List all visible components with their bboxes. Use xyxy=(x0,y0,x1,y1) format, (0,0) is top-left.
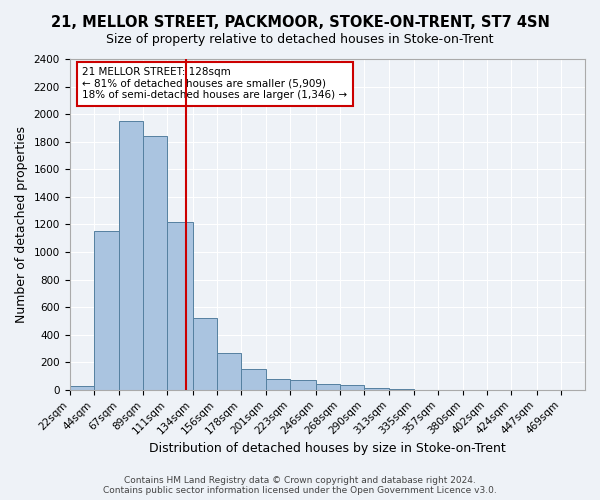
Text: Size of property relative to detached houses in Stoke-on-Trent: Size of property relative to detached ho… xyxy=(106,32,494,46)
Y-axis label: Number of detached properties: Number of detached properties xyxy=(15,126,28,323)
Bar xyxy=(241,369,266,390)
Bar xyxy=(143,136,167,390)
Text: 21 MELLOR STREET: 128sqm
← 81% of detached houses are smaller (5,909)
18% of sem: 21 MELLOR STREET: 128sqm ← 81% of detach… xyxy=(82,68,347,100)
Bar xyxy=(266,379,290,390)
Bar xyxy=(316,384,340,390)
Bar xyxy=(364,388,389,390)
Bar xyxy=(70,386,94,390)
Bar xyxy=(94,232,119,390)
Bar xyxy=(290,380,316,390)
X-axis label: Distribution of detached houses by size in Stoke-on-Trent: Distribution of detached houses by size … xyxy=(149,442,506,455)
Bar xyxy=(167,222,193,390)
Bar xyxy=(193,318,217,390)
Bar xyxy=(340,385,364,390)
Bar xyxy=(119,121,143,390)
Bar xyxy=(217,354,241,390)
Text: Contains HM Land Registry data © Crown copyright and database right 2024.
Contai: Contains HM Land Registry data © Crown c… xyxy=(103,476,497,495)
Bar xyxy=(389,389,413,390)
Text: 21, MELLOR STREET, PACKMOOR, STOKE-ON-TRENT, ST7 4SN: 21, MELLOR STREET, PACKMOOR, STOKE-ON-TR… xyxy=(50,15,550,30)
